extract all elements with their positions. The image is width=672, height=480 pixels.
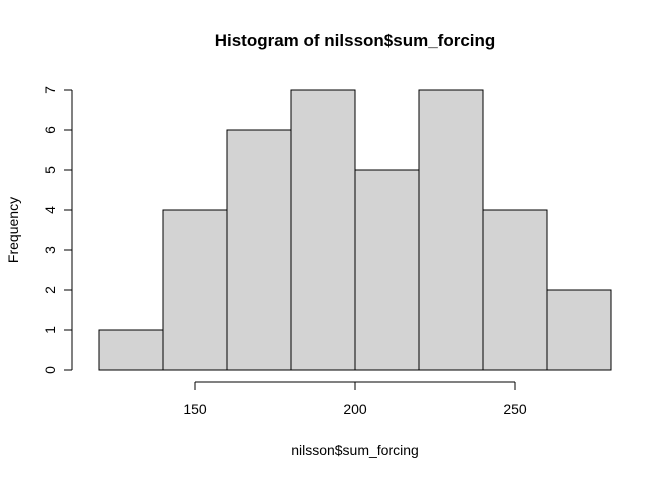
x-tick-label-250: 250	[503, 401, 527, 417]
x-tick-label-150: 150	[183, 401, 207, 417]
histogram-bar-120-140	[98, 329, 164, 371]
y-tick-label-2: 2	[42, 286, 58, 294]
histogram-bar-240-260	[482, 209, 548, 371]
y-axis-label: Frequency	[5, 197, 21, 263]
x-axis: 150 200 250	[183, 381, 527, 417]
histogram-bar-180-200	[290, 89, 356, 371]
histogram-bar-260-280	[546, 289, 612, 371]
y-tick-label-4: 4	[42, 206, 58, 214]
histogram-bar-140-160	[162, 209, 228, 371]
y-tick-label-5: 5	[42, 166, 58, 174]
x-axis-label: nilsson$sum_forcing	[291, 442, 419, 458]
histogram-bar-160-180	[226, 129, 292, 371]
y-tick-label-1: 1	[42, 326, 58, 334]
y-tick-label-6: 6	[42, 126, 58, 134]
histogram-bar-220-240	[418, 89, 484, 371]
y-axis: 0 1 2 3 4 5 6 7	[42, 86, 73, 374]
bars-group	[98, 89, 612, 371]
y-tick-label-7: 7	[42, 86, 58, 94]
y-tick-label-0: 0	[42, 366, 58, 374]
y-tick-label-3: 3	[42, 246, 58, 254]
chart-title: Histogram of nilsson$sum_forcing	[215, 31, 496, 50]
histogram-bar-200-220	[354, 169, 420, 371]
x-tick-label-200: 200	[343, 401, 367, 417]
